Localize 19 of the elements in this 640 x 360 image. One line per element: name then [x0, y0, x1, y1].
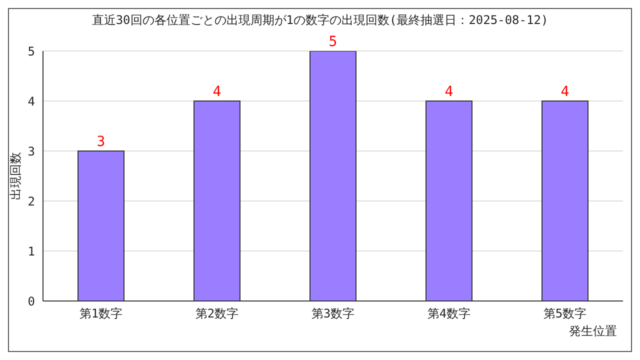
data-label: 3 [96, 134, 106, 150]
y-tick-label: 4 [28, 94, 35, 108]
x-axis-title: 発生位置 [569, 324, 617, 338]
y-axis-title: 出現回数 [8, 152, 22, 200]
chart-title: 直近30回の各位置ごとの出現周期が1の数字の出現回数(最終抽選日：2025-08-12) [90, 12, 550, 29]
data-label: 4 [560, 84, 570, 100]
x-tick-label: 第4数字 [427, 306, 471, 321]
x-tick-label: 第1数字 [79, 306, 123, 321]
data-label: 4 [444, 84, 454, 100]
y-tick-label: 2 [28, 194, 35, 208]
x-tick-label: 第3数字 [311, 306, 355, 321]
y-tick-label: 5 [28, 44, 35, 58]
x-tick-label: 第5数字 [543, 306, 587, 321]
y-tick-label: 3 [28, 144, 35, 158]
data-label: 4 [212, 84, 222, 100]
data-label: 5 [328, 34, 338, 50]
x-tick-label: 第2数字 [195, 306, 239, 321]
y-tick-label: 1 [28, 244, 35, 258]
y-tick-label: 0 [28, 294, 35, 308]
